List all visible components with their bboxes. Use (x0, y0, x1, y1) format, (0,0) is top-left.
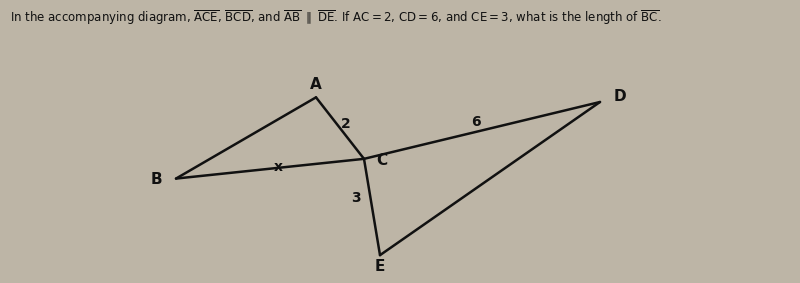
Text: A: A (310, 77, 322, 92)
Text: E: E (375, 259, 385, 274)
Text: B: B (150, 172, 162, 187)
Text: In the accompanying diagram, $\overline{\rm ACE}$, $\overline{\rm BCD}$, and $\o: In the accompanying diagram, $\overline{… (10, 8, 661, 27)
Text: x: x (274, 160, 283, 173)
Text: 2: 2 (341, 117, 350, 131)
Text: D: D (614, 89, 626, 104)
Text: 6: 6 (471, 115, 481, 129)
Text: C: C (376, 153, 387, 168)
Text: 3: 3 (351, 191, 361, 205)
